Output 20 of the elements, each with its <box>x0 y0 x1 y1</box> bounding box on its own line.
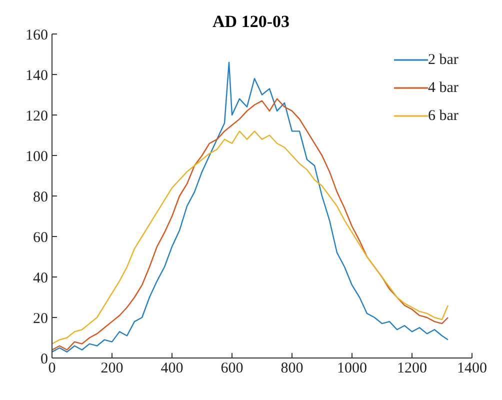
x-tick-label: 800 <box>280 360 304 377</box>
x-tick-label: 200 <box>100 360 124 377</box>
legend-label: 6 bar <box>428 108 458 124</box>
y-tick-label: 160 <box>26 27 48 44</box>
y-tick-label: 60 <box>33 230 48 246</box>
y-tick-label: 100 <box>26 148 48 165</box>
y-tick-label: 80 <box>33 189 48 206</box>
legend-label: 4 bar <box>428 80 458 96</box>
x-tick-label: 1400 <box>457 360 487 377</box>
y-tick-label: 20 <box>33 310 48 327</box>
line-series <box>52 130 449 344</box>
chart-title: AD 120-03 <box>212 12 290 31</box>
y-tick-label: 140 <box>26 68 48 84</box>
x-tick-label: 1000 <box>337 360 367 377</box>
y-tick-label: 40 <box>33 270 48 286</box>
x-tick-label: 400 <box>160 360 184 377</box>
y-tick-label: 120 <box>26 108 48 124</box>
legend-label: 2 bar <box>428 52 458 68</box>
x-tick-label: 600 <box>220 360 244 377</box>
x-tick-label: 1200 <box>397 360 427 377</box>
